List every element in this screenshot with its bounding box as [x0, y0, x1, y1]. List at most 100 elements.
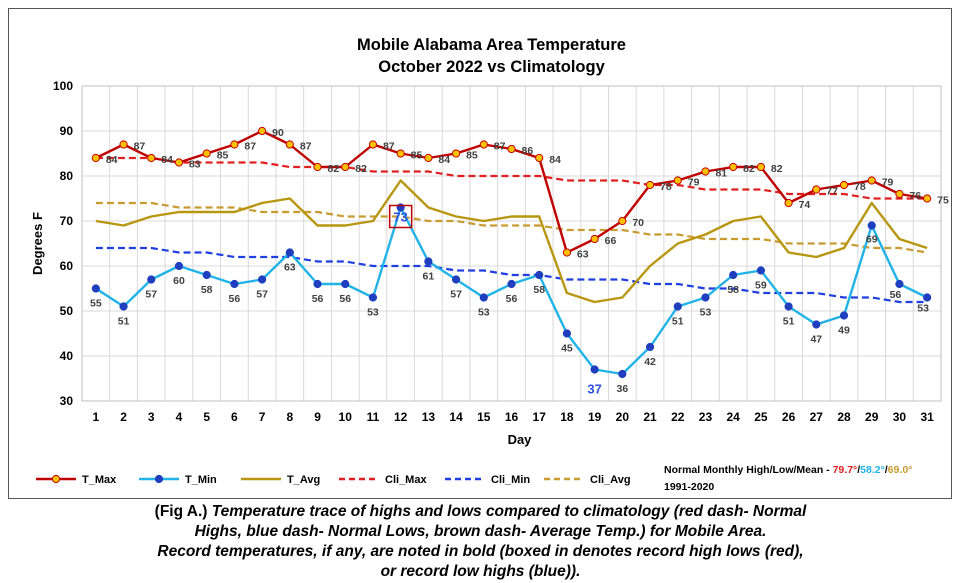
data-label-tmin: 53	[700, 307, 712, 319]
legend-label-cli-max: Cli_Max	[385, 474, 427, 486]
y-tick-label: 70	[60, 214, 74, 228]
marker-t-max	[368, 140, 378, 149]
temperature-chart: Mobile Alabama Area Temperature October 2…	[30, 36, 949, 493]
marker-t-max	[923, 194, 932, 203]
figure-caption: (Fig A.) Temperature trace of highs and …	[0, 502, 961, 582]
marker-t-min	[313, 279, 322, 289]
data-label-tmin: 56	[506, 293, 518, 305]
legend-label-t-max: T_Max	[82, 474, 117, 486]
marker-t-max	[479, 140, 488, 149]
data-label-tmax: 85	[411, 150, 423, 162]
x-tick-label: 24	[726, 410, 740, 424]
x-tick-label: 6	[231, 410, 238, 424]
marker-t-min	[479, 293, 488, 302]
marker-t-min	[285, 248, 294, 257]
normals-part: 58.2°	[860, 464, 885, 476]
data-label-tmax: 87	[494, 141, 506, 153]
marker-t-max	[341, 162, 350, 172]
marker-t-min	[147, 275, 156, 284]
data-label-tmax: 75	[937, 195, 949, 207]
data-label-tmax: 84	[161, 154, 173, 166]
data-label-tmax: 70	[632, 217, 644, 229]
series-line-t-avg	[95, 179, 928, 304]
marker-t-max	[895, 189, 904, 199]
marker-t-max	[147, 153, 156, 163]
data-label-tmin: 53	[478, 307, 490, 319]
y-axis-title: Degrees F	[30, 212, 45, 275]
x-tick-label: 21	[643, 410, 657, 424]
data-label-tmin: 53	[367, 307, 379, 319]
x-tick-label: 26	[782, 410, 796, 424]
data-label-tmin: 60	[173, 275, 185, 287]
marker-t-max	[396, 149, 405, 158]
y-tick-label: 30	[60, 394, 74, 408]
marker-t-max	[91, 153, 100, 163]
data-label-tmax: 84	[438, 154, 450, 166]
data-label-tmin: 56	[339, 293, 351, 305]
normals-part: /	[857, 464, 860, 476]
x-tick-label: 2	[120, 410, 127, 424]
data-label-tmax: 85	[217, 150, 229, 162]
x-tick-label: 25	[754, 410, 768, 424]
marker-t-min	[119, 302, 128, 311]
data-label-tmax: 63	[577, 249, 589, 261]
caption-fig-label: (Fig A.)	[154, 503, 208, 520]
marker-t-max	[839, 180, 849, 190]
series-line-cli-max	[95, 156, 928, 200]
x-tick-label: 9	[314, 410, 321, 424]
data-label-tmin: 57	[145, 289, 157, 301]
data-label-tmax: 81	[715, 168, 727, 180]
x-tick-label: 17	[533, 410, 547, 424]
data-label-tmax: 82	[328, 163, 340, 175]
marker-t-min	[923, 293, 932, 302]
marker-t-min	[618, 369, 627, 379]
data-label-tmin: 58	[201, 284, 213, 296]
data-label-tmax: 84	[106, 154, 118, 166]
marker-t-max	[285, 140, 294, 149]
marker-t-max	[784, 198, 793, 208]
data-label-tmax: 82	[355, 163, 367, 175]
y-tick-label: 60	[60, 259, 74, 273]
marker-t-max	[562, 248, 572, 257]
marker-t-min	[812, 320, 821, 329]
data-label-tmin: 45	[561, 343, 573, 355]
x-tick-label: 29	[865, 410, 879, 424]
x-tick-label: 18	[560, 410, 574, 424]
x-tick-label: 5	[203, 410, 210, 424]
data-label-tmax: 82	[743, 163, 755, 175]
x-tick-label: 31	[920, 410, 934, 424]
record-high-low-box	[388, 204, 413, 229]
normals-part: Normal Monthly High/Low/Mean -	[664, 464, 833, 476]
data-label-tmin: 51	[672, 316, 684, 328]
x-tick-label: 8	[286, 410, 293, 424]
marker-t-min	[590, 365, 599, 374]
data-label-tmax: 87	[383, 141, 395, 153]
marker-t-max	[507, 144, 516, 154]
x-tick-label: 10	[339, 410, 353, 424]
y-tick-label: 80	[60, 169, 74, 183]
x-tick-label: 28	[837, 410, 851, 424]
data-label-tmax: 74	[799, 199, 811, 211]
data-label-tmax: 84	[549, 154, 561, 166]
marker-t-min	[895, 279, 904, 289]
marker-t-max	[535, 153, 544, 163]
marker-t-min	[701, 293, 710, 302]
marker-t-min	[562, 329, 572, 338]
data-label-tmax: 86	[522, 145, 534, 157]
x-tick-label: 16	[505, 410, 519, 424]
data-label-tmax: 79	[882, 177, 894, 189]
marker-t-max	[174, 158, 184, 167]
marker-t-min	[451, 275, 461, 284]
y-tick-label: 40	[60, 349, 74, 363]
data-label-tmin: 63	[284, 262, 296, 274]
data-label-tmin: 56	[890, 289, 902, 301]
data-label-tmin: 69	[866, 234, 878, 246]
data-label-tmin: 47	[810, 334, 822, 346]
data-label-tmax: 76	[909, 190, 921, 202]
data-label-tmax: 87	[134, 141, 146, 153]
x-tick-label: 23	[699, 410, 713, 424]
caption-line-2: Highs, blue dash- Normal Lows, brown das…	[194, 523, 767, 540]
data-label-tmin: 51	[783, 316, 795, 328]
data-label-tmax: 78	[660, 181, 672, 193]
marker-t-max	[867, 176, 876, 185]
